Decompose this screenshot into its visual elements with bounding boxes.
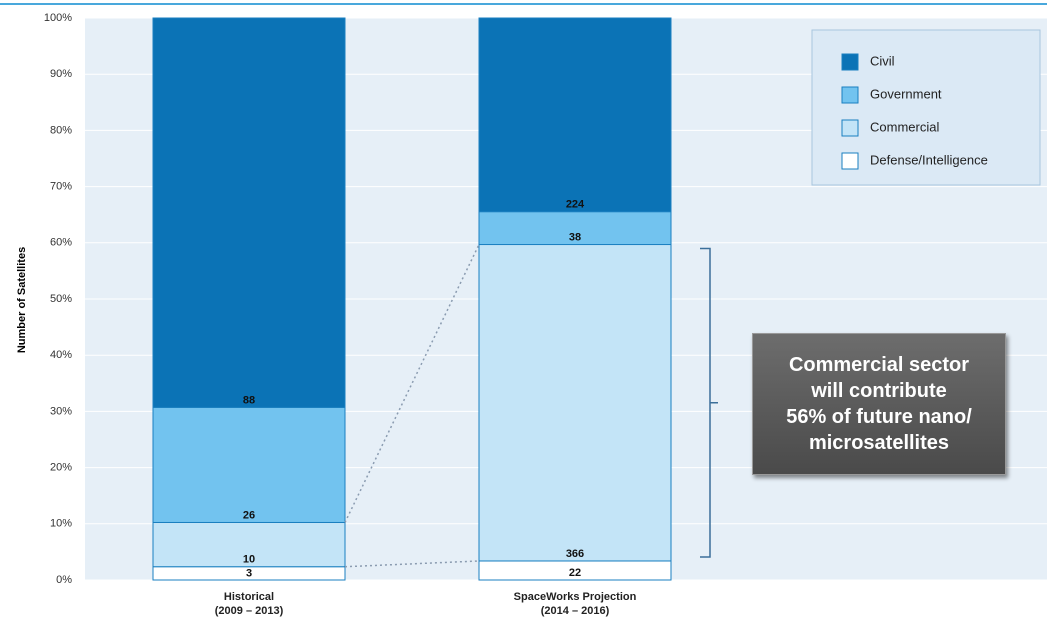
annotation: Commercial sector will contribute 56% of… [752,333,1006,475]
x-tick-label: Historical (2009 – 2013) [214,591,284,617]
legend-label: Defense/Intelligence [870,152,988,167]
legend-swatch [841,152,859,170]
y-tick-label: 50% [50,293,72,305]
y-tick-label: 100% [44,12,72,24]
y-tick-label: 80% [50,124,72,136]
y-tick-label: 40% [50,349,72,361]
y-tick-label: 60% [50,237,72,249]
value-label: 224 [566,199,585,211]
legend-label: Commercial [870,119,939,134]
value-label: 10 [243,554,255,566]
value-label: 3 [246,567,252,579]
legend-label: Civil [870,53,895,68]
bar-segment [478,211,672,246]
connector [344,560,480,568]
value-label: 22 [569,567,581,579]
legend-swatch [841,119,859,137]
connector [344,244,480,523]
bar-segment [478,244,672,562]
bar-segment [478,17,672,213]
legend-swatch [841,86,859,104]
value-label: 26 [243,509,255,521]
y-tick-label: 70% [50,181,72,193]
value-label: 366 [566,548,584,560]
value-label: 38 [569,231,581,243]
bar-segment [152,406,346,523]
y-tick-label: 0% [56,574,72,586]
bar-segment [152,17,346,408]
y-tick-label: 20% [50,462,72,474]
bracket [700,247,718,558]
x-tick-label: SpaceWorks Projection (2014 – 2016) [513,591,637,617]
y-tick-label: 30% [50,405,72,417]
legend-swatch [841,53,859,71]
y-tick-label: 10% [50,518,72,530]
y-tick-label: 90% [50,68,72,80]
legend-label: Government [870,86,942,101]
value-label: 88 [243,394,255,406]
y-axis-title: Number of Satellites [16,247,28,353]
